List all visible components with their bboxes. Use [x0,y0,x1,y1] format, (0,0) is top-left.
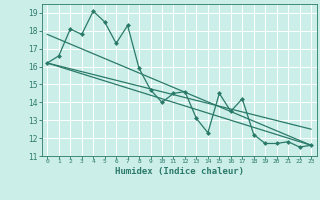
X-axis label: Humidex (Indice chaleur): Humidex (Indice chaleur) [115,167,244,176]
